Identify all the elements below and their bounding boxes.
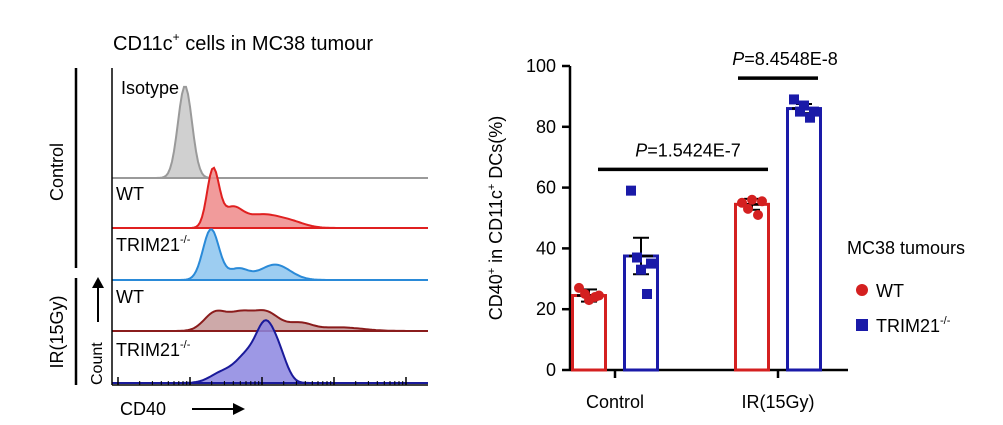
y-tick-label: 80 (536, 117, 556, 137)
data-point (757, 196, 767, 207)
significance-bracket: P=8.4548E-8 (732, 49, 838, 80)
count-arrow (92, 277, 104, 322)
legend-marker (856, 319, 868, 331)
y-tick-label: 40 (536, 238, 556, 258)
y-tick-label: 20 (536, 299, 556, 319)
legend-label: WT (876, 281, 904, 301)
flow-title: CD11c+ cells in MC38 tumour (113, 30, 373, 55)
y-tick-label: 0 (546, 360, 556, 380)
data-point (743, 203, 753, 214)
histogram-track: WT (112, 166, 428, 229)
histogram-label: WT (116, 287, 144, 307)
data-point (636, 264, 646, 275)
flow-x-label: CD40 (120, 399, 166, 419)
bar-group (734, 194, 770, 372)
bar-group (786, 94, 822, 372)
control-group-label: Control (47, 143, 67, 201)
legend-label: TRIM21-/- (876, 315, 951, 336)
histogram-track: TRIM21-/- (112, 228, 428, 281)
data-point (574, 282, 584, 293)
data-point (642, 289, 652, 299)
legend-marker (856, 284, 868, 296)
flow-panel: CD11c+ cells in MC38 tumour Control IR(1… (47, 30, 428, 419)
significance-bracket: P=1.5424E-7 (598, 140, 768, 172)
histogram-label: TRIM21-/- (116, 339, 191, 360)
count-label: Count (89, 342, 106, 385)
x-tick-label: Control (586, 392, 644, 412)
data-point (795, 106, 805, 117)
data-point (753, 209, 763, 220)
data-point (626, 185, 636, 196)
data-point (737, 197, 747, 208)
x-tick-label: IR(15Gy) (741, 392, 814, 412)
data-point (789, 94, 799, 105)
y-tick-label: 100 (526, 56, 556, 76)
histogram-curve (112, 85, 428, 179)
bar (571, 294, 607, 372)
bar (734, 202, 770, 372)
flow-log-ticks (117, 377, 407, 385)
bar (786, 107, 822, 372)
bar-chart: CD40+ in CD11c+ DCs(%) 0 20 40 60 80 100 P=1.… (486, 49, 965, 412)
bar-group (571, 282, 607, 372)
y-tick-label: 60 (536, 178, 556, 198)
histogram-track: WT (112, 287, 428, 332)
y-axis-title: CD40+ in CD11c+ DCs(%) (486, 116, 506, 321)
histogram-label: Isotype (121, 78, 179, 98)
p-value-label: P=1.5424E-7 (635, 140, 741, 160)
p-value-label: P=8.4548E-8 (732, 49, 838, 69)
data-point (799, 100, 809, 111)
data-point (646, 258, 656, 269)
data-point (809, 106, 819, 117)
data-point (632, 252, 642, 263)
data-point (805, 112, 815, 123)
legend: MC38 tumours WT TRIM21-/- (847, 238, 965, 336)
ir-group-label: IR(15Gy) (47, 295, 67, 368)
histogram-track: Isotype (112, 78, 428, 179)
data-point (594, 290, 604, 301)
histogram-label: WT (116, 184, 144, 204)
x-arrow (192, 403, 245, 415)
histogram-label: TRIM21-/- (116, 234, 191, 255)
y-axis: 0 20 40 60 80 100 (526, 56, 848, 380)
legend-title: MC38 tumours (847, 238, 965, 258)
data-point (747, 194, 757, 205)
bar-group (623, 185, 659, 372)
